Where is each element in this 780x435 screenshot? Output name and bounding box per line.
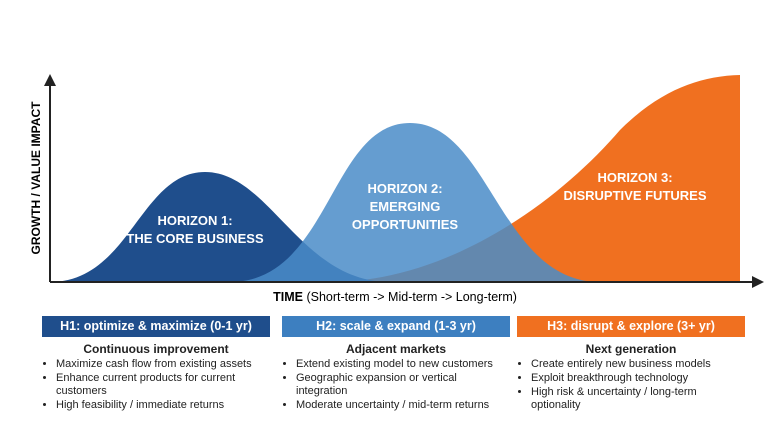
bullet: Enhance current products for current cus… [56,372,270,398]
horizon-label: THE CORE BUSINESS [126,231,264,246]
panel-header: H2: scale & expand (1-3 yr) [282,316,510,337]
diagram: GROWTH / VALUE IMPACT TIME (Short-term -… [29,74,764,304]
panel-header: H1: optimize & maximize (0-1 yr) [42,316,270,337]
horizon-label: HORIZON 1: [157,213,232,228]
horizon-label: OPPORTUNITIES [352,217,459,232]
bullet: High feasibility / immediate returns [56,399,270,412]
panel: H2: scale & expand (1-3 yr) Adjacent mark… [282,316,510,413]
bullet: High risk & uncertainty / long-term opti… [531,386,745,412]
bullet: Maximize cash flow from existing assets [56,358,270,371]
x-arrow [752,276,764,288]
bullet-list: Maximize cash flow from existing assetsE… [42,358,270,412]
panel-subtitle: Adjacent markets [345,342,447,356]
bullet: Exploit breakthrough technology [531,372,745,385]
y-axis-label: GROWTH / VALUE IMPACT [29,101,43,255]
bullet: Create entirely new business models [531,358,745,371]
panel-subtitle: Continuous improvement [83,342,229,356]
bullet-list: Extend existing model to new customersGe… [282,358,510,412]
horizon-label: EMERGING [370,199,441,214]
panel-subtitle: Next generation [585,342,677,356]
panel: H1: optimize & maximize (0-1 yr) Continuo… [42,316,270,413]
panel: H3: disrupt & explore (3+ yr) Next genera… [517,316,745,413]
x-axis-label: TIME (Short-term -> Mid-term -> Long-ter… [273,290,517,304]
horizon-label: HORIZON 2: [367,181,442,196]
bullet: Moderate uncertainty / mid-term returns [296,399,510,412]
bullet-list: Create entirely new business modelsExplo… [517,358,745,412]
x-axis-note: (Short-term -> Mid-term -> Long-term) [306,290,516,304]
x-axis-title: TIME [273,290,303,304]
horizon-3-curve [330,75,740,282]
panel-header: H3: disrupt & explore (3+ yr) [517,316,745,337]
horizon-label: HORIZON 3: [597,170,672,185]
bullet: Extend existing model to new customers [296,358,510,371]
y-arrow [44,74,56,86]
horizon-labels: HORIZON 1: THE CORE BUSINESS HORIZON 2: EME… [126,170,706,246]
bullet: Geographic expansion or vertical integra… [296,372,510,398]
horizon-label: DISRUPTIVE FUTURES [563,188,706,203]
horizon-2-curve [230,123,600,282]
